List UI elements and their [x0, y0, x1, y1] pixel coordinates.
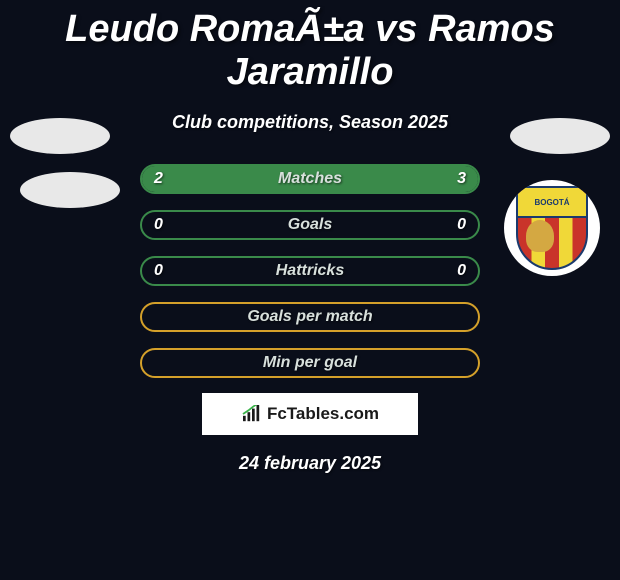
- player-right-avatar: [510, 118, 610, 154]
- stat-row: Goals per match: [0, 301, 620, 333]
- stat-label: Goals per match: [247, 308, 372, 326]
- stats-container: 2 Matches 3 0 Goals 0 0 Hattricks 0 Goals per mat…: [0, 163, 620, 379]
- stat-row: 0 Hattricks 0: [0, 255, 620, 287]
- attribution-box: FcTables.com: [202, 393, 418, 435]
- stat-bar: Goals per match: [140, 302, 480, 332]
- stat-bar: 0 Hattricks 0: [140, 256, 480, 286]
- chart-icon: [241, 405, 263, 423]
- stat-label: Min per goal: [263, 354, 357, 372]
- attribution-text: FcTables.com: [267, 404, 379, 424]
- stat-value-left: 0: [154, 262, 163, 280]
- stat-bar: 0 Goals 0: [140, 210, 480, 240]
- player-left-avatar-1: [10, 118, 110, 154]
- stat-row: 0 Goals 0: [0, 209, 620, 241]
- stat-row: 2 Matches 3: [0, 163, 620, 195]
- stat-bar: 2 Matches 3: [140, 164, 480, 194]
- stat-value-left: 2: [154, 170, 163, 188]
- stat-label: Goals: [288, 216, 332, 234]
- stat-value-right: 0: [457, 216, 466, 234]
- stat-label: Matches: [278, 170, 342, 188]
- stat-row: Min per goal: [0, 347, 620, 379]
- date-text: 24 february 2025: [0, 453, 620, 474]
- stat-value-right: 3: [457, 170, 466, 188]
- stat-value-right: 0: [457, 262, 466, 280]
- stat-label: Hattricks: [276, 262, 344, 280]
- stat-value-left: 0: [154, 216, 163, 234]
- stat-bar: Min per goal: [140, 348, 480, 378]
- comparison-title: Leudo RomaÃ±a vs Ramos Jaramillo: [0, 0, 620, 94]
